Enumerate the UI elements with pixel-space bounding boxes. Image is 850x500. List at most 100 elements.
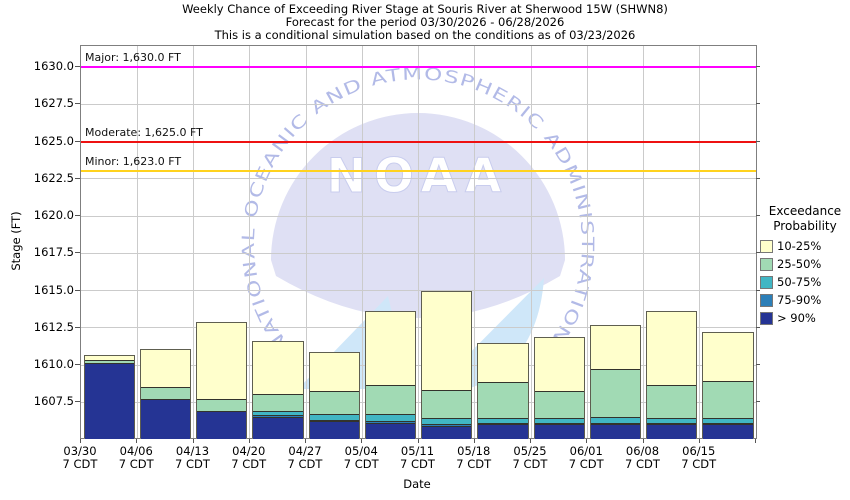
x-gridline bbox=[643, 46, 644, 438]
y-tick-mark-right bbox=[756, 177, 760, 179]
x-tick-label: 05/18 7 CDT bbox=[445, 445, 503, 471]
legend-swatch bbox=[760, 257, 773, 271]
bar-segment bbox=[253, 410, 303, 416]
bar-segment bbox=[478, 418, 528, 423]
x-tick-label: 06/15 7 CDT bbox=[670, 445, 728, 471]
y-tick-mark-right bbox=[756, 364, 760, 366]
stacked-bar bbox=[477, 342, 529, 439]
x-tick-time: 7 CDT bbox=[512, 457, 548, 471]
bar-segment bbox=[703, 333, 753, 381]
bar-segment bbox=[365, 413, 415, 422]
y-tick-label: 1612.5 bbox=[33, 319, 74, 334]
bar-segment bbox=[365, 385, 415, 414]
y-tick-mark bbox=[75, 401, 80, 403]
x-tick-date: 04/13 bbox=[175, 444, 210, 458]
bar-segment bbox=[197, 410, 247, 439]
bar-segment bbox=[703, 422, 753, 425]
bar-segment bbox=[478, 343, 528, 383]
y-tick-mark bbox=[75, 364, 80, 366]
x-tick-date: 05/11 bbox=[400, 444, 435, 458]
x-tick-time: 7 CDT bbox=[456, 457, 492, 471]
y-tick-mark-right bbox=[756, 140, 760, 142]
bar-segment bbox=[590, 368, 640, 417]
legend-swatch bbox=[760, 239, 773, 253]
y-tick-mark-right bbox=[756, 215, 760, 217]
bar-segment bbox=[197, 398, 247, 411]
y-tick-label: 1622.5 bbox=[33, 170, 74, 185]
x-tick-date: 04/20 bbox=[232, 444, 266, 458]
x-tick-label: 05/04 7 CDT bbox=[332, 445, 390, 471]
threshold-label-moderate: Moderate: 1,625.0 FT bbox=[85, 125, 203, 139]
bar-segment bbox=[309, 421, 359, 439]
x-tick-mark bbox=[305, 439, 306, 443]
stacked-bar bbox=[702, 332, 754, 439]
bar-segment bbox=[590, 424, 640, 439]
x-tick-label: 04/27 7 CDT bbox=[276, 445, 334, 471]
x-tick-date: 05/25 bbox=[513, 444, 547, 458]
legend-swatch bbox=[760, 293, 773, 307]
plot-area: NOAA NATIONAL OCEANIC AND ATMOSPHERIC AD… bbox=[80, 45, 757, 439]
stacked-bar bbox=[308, 351, 360, 439]
x-tick-time: 7 CDT bbox=[400, 457, 435, 471]
y-tick-mark bbox=[75, 66, 80, 68]
x-tick-mark bbox=[698, 439, 700, 443]
stacked-bar bbox=[364, 311, 416, 439]
bar-segment bbox=[309, 391, 359, 414]
y-tick-mark-right bbox=[756, 252, 760, 254]
bar-segment bbox=[647, 418, 697, 423]
threshold-line-major bbox=[81, 66, 756, 69]
stacked-bar bbox=[646, 311, 698, 439]
x-tick-date: 06/08 bbox=[625, 444, 660, 458]
y-tick-mark bbox=[75, 326, 80, 328]
y-tick-label: 1625.0 bbox=[33, 133, 74, 148]
y-tick-label: 1615.0 bbox=[33, 282, 74, 297]
x-tick-label: 05/25 7 CDT bbox=[501, 445, 559, 471]
x-tick-date: 06/15 bbox=[682, 444, 716, 458]
legend-item-label: 75-90% bbox=[777, 293, 822, 307]
threshold-line-minor bbox=[81, 170, 756, 173]
stacked-bar bbox=[589, 324, 641, 439]
x-tick-mark bbox=[586, 439, 588, 443]
bar-segment bbox=[365, 421, 415, 423]
legend-title-line2: Probability bbox=[773, 219, 837, 233]
x-gridline bbox=[586, 46, 588, 438]
y-tick-mark bbox=[75, 215, 80, 217]
bar-segment bbox=[140, 398, 190, 439]
stacked-bar bbox=[421, 290, 473, 439]
x-tick-time: 7 CDT bbox=[287, 457, 323, 471]
x-tick-label: 05/11 7 CDT bbox=[389, 445, 447, 471]
y-tick-mark-right bbox=[756, 66, 760, 68]
x-gridline bbox=[193, 46, 194, 438]
x-tick-date: 06/01 bbox=[569, 444, 603, 458]
x-tick-time: 7 CDT bbox=[343, 457, 379, 471]
bar-segment bbox=[534, 337, 584, 392]
x-gridline bbox=[474, 46, 476, 438]
x-axis-title: Date bbox=[403, 477, 431, 491]
x-tick-date: 05/04 bbox=[344, 444, 378, 458]
x-tick-mark bbox=[530, 439, 531, 443]
legend-item-label: 25-50% bbox=[777, 257, 822, 271]
x-gridline bbox=[249, 46, 251, 438]
bar-segment bbox=[422, 425, 472, 439]
x-tick-date: 03/30 bbox=[63, 444, 97, 458]
x-tick-mark bbox=[473, 439, 475, 443]
bar-segment bbox=[590, 422, 640, 425]
bar-segment bbox=[647, 422, 697, 425]
threshold-label-minor: Minor: 1,623.0 FT bbox=[85, 155, 182, 169]
stacked-bar bbox=[83, 354, 135, 439]
x-tick-mark bbox=[361, 439, 363, 443]
chart-subtitle-period: Forecast for the period 03/30/2026 - 06/… bbox=[285, 15, 565, 29]
y-tick-mark-right bbox=[756, 103, 760, 105]
legend-item-label: 10-25% bbox=[777, 239, 822, 253]
stacked-bar bbox=[252, 341, 304, 439]
bar-segment bbox=[253, 342, 303, 395]
x-tick-time: 7 CDT bbox=[118, 457, 154, 471]
bar-segment bbox=[309, 419, 359, 422]
bar-segment bbox=[84, 355, 134, 361]
bar-segment bbox=[647, 312, 697, 386]
y-tick-label: 1607.5 bbox=[33, 394, 74, 409]
x-tick-time: 7 CDT bbox=[625, 457, 660, 471]
x-tick-mark bbox=[417, 439, 419, 443]
bar-segment bbox=[534, 424, 584, 439]
